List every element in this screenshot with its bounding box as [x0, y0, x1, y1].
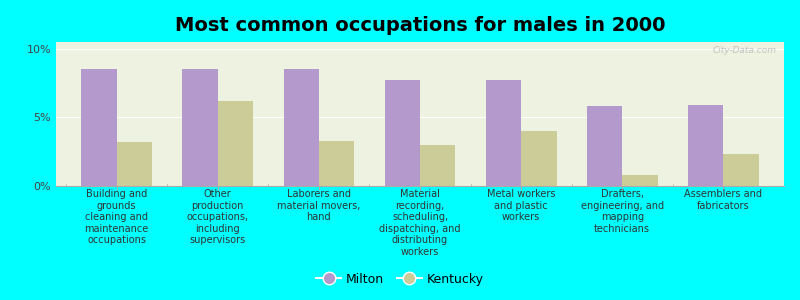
Bar — [319, 141, 354, 186]
Bar — [486, 80, 521, 186]
Text: Drafters,
engineering, and
mapping
technicians: Drafters, engineering, and mapping techn… — [581, 189, 664, 234]
Text: Material
recording,
scheduling,
dispatching, and
distributing
workers: Material recording, scheduling, dispatch… — [379, 189, 461, 257]
Text: City-Data.com: City-Data.com — [713, 46, 777, 55]
Bar — [521, 131, 557, 186]
Bar — [420, 145, 455, 186]
Legend: Milton, Kentucky: Milton, Kentucky — [311, 268, 489, 291]
Text: Laborers and
material movers,
hand: Laborers and material movers, hand — [278, 189, 361, 222]
Bar — [82, 69, 117, 186]
Bar — [117, 142, 152, 186]
Text: Building and
grounds
cleaning and
maintenance
occupations: Building and grounds cleaning and mainte… — [85, 189, 149, 245]
Bar — [688, 105, 723, 186]
Bar — [723, 154, 758, 186]
Title: Most common occupations for males in 2000: Most common occupations for males in 200… — [174, 16, 666, 35]
Text: Assemblers and
fabricators: Assemblers and fabricators — [684, 189, 762, 211]
Bar — [622, 175, 658, 186]
Bar — [218, 101, 253, 186]
Text: Other
production
occupations,
including
supervisors: Other production occupations, including … — [186, 189, 249, 245]
Bar — [182, 69, 218, 186]
Bar — [385, 80, 420, 186]
Bar — [283, 69, 319, 186]
Bar — [587, 106, 622, 186]
Text: Metal workers
and plastic
workers: Metal workers and plastic workers — [487, 189, 555, 222]
